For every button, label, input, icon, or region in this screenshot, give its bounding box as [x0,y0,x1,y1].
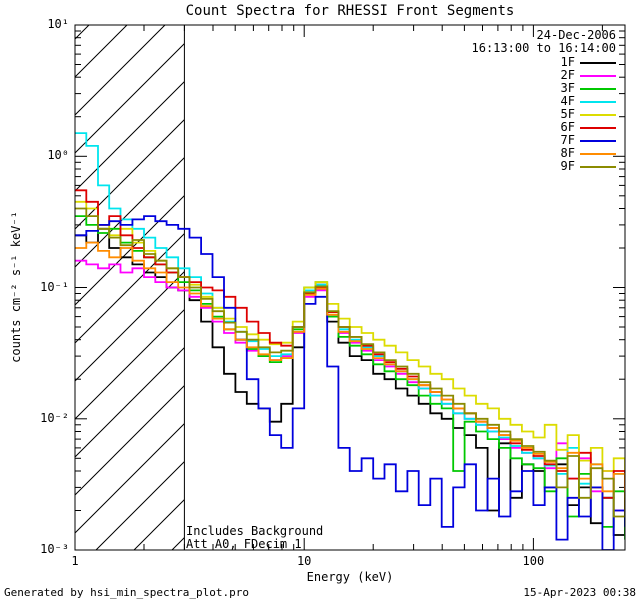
series-9F [75,207,625,518]
y-tick-label: 10¹ [47,17,69,31]
legend-label: 6F [560,120,575,134]
legend-item-3F: 3F [561,82,616,95]
x-axis-label: Energy (keV) [306,570,394,584]
legend-label: 4F [560,94,575,108]
x-tick-label: 10 [296,554,312,568]
legend-color-line [580,113,616,116]
plot-border [74,24,626,551]
legend-item-2F: 2F [561,69,616,82]
legend-item-9F: 9F [561,160,616,173]
x-tick-label: 1 [71,554,79,568]
legend-color-line [580,74,616,77]
y-tick-label: 10⁻³ [40,542,69,556]
y-tick-label: 10⁰ [47,148,69,163]
legend-item-7F: 7F [561,134,616,147]
series-7F [75,215,625,550]
footer-timestamp: 15-Apr-2023 00:38 [523,586,636,599]
legend-color-line [580,61,616,64]
annotation-attenuator-state: Att A0, FDecim 1 [186,537,302,551]
annotation-includes-background: Includes Background [186,524,324,538]
legend-label: 8F [560,146,575,160]
footer-generator-text: Generated by hsi_min_spectra_plot.pro [4,586,250,599]
legend-label: 7F [560,133,575,147]
series-8F [75,241,625,498]
legend-item-1F: 1F [561,56,616,69]
legend-color-line [580,152,616,155]
legend-color-line [580,100,616,103]
legend-label: 2F [560,68,575,82]
legend-label: 5F [560,107,575,121]
y-axis-label: counts cm⁻² s⁻¹ keV⁻¹ [9,211,23,363]
legend-color-line [580,87,616,90]
legend-color-line [580,165,616,168]
legend-item-6F: 6F [561,121,616,134]
y-tick-label: 10⁻¹ [40,279,69,294]
legend-label: 1F [560,55,575,69]
date-label: 24-Dec-2006 [536,28,616,42]
y-tick-label: 10⁻² [40,410,69,425]
time-range-label: 16:13:00 to 16:14:00 [471,41,617,55]
chart-title: Count Spectra for RHESSI Front Segments [185,3,515,19]
legend-label: 3F [560,81,575,95]
legend-color-line [580,126,616,129]
legend-label: 9F [560,159,575,173]
x-tick-label: 100 [522,554,545,568]
legend-item-5F: 5F [561,108,616,121]
legend-item-8F: 8F [561,147,616,160]
legend-color-line [580,139,616,142]
legend: 1F 2F 3F 4F 5F 6F 7F 8F 9F [561,56,616,173]
legend-item-4F: 4F [561,95,616,108]
